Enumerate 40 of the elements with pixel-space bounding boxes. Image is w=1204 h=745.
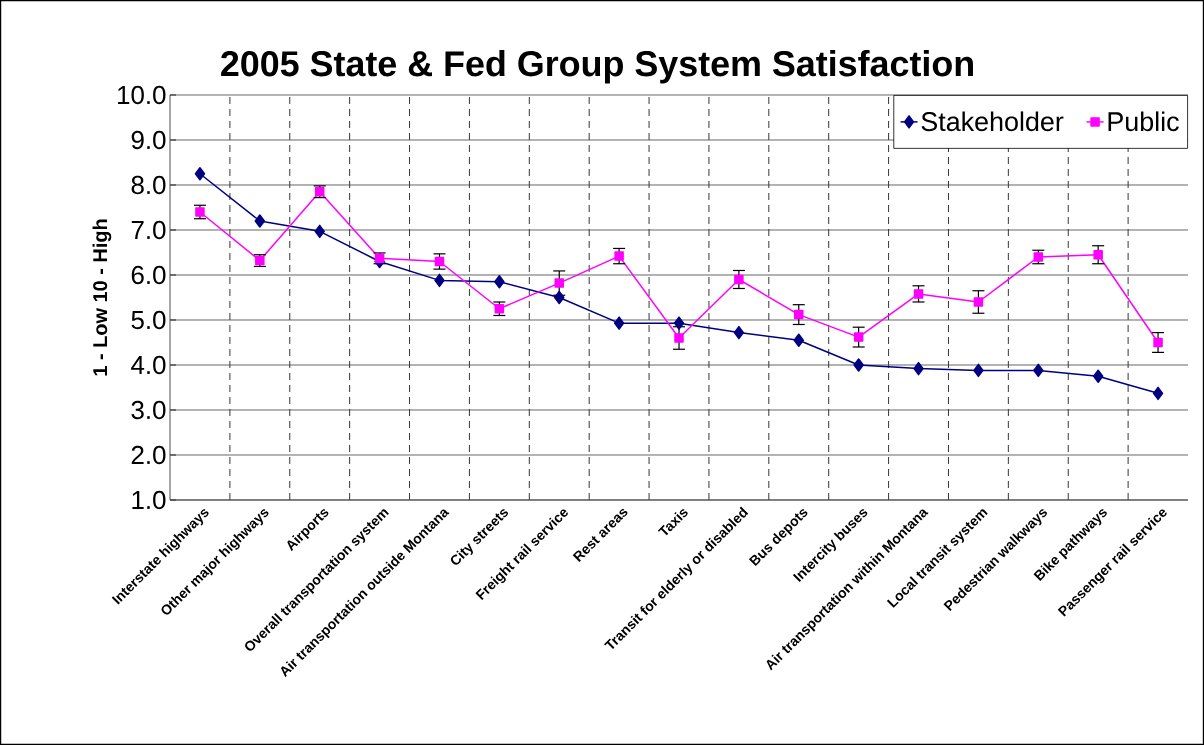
y-tick-label: 3.0 [131,400,166,420]
y-tick-label: 4.0 [131,355,166,375]
point [913,289,924,299]
y-tick-label: 7.0 [131,220,166,240]
point [973,363,984,378]
point [494,274,505,289]
point [674,333,684,343]
point [613,316,625,330]
point [1152,386,1164,401]
point [973,297,984,307]
point [314,224,325,239]
point [614,251,624,261]
point [853,332,864,342]
chart-title: 2005 State & Fed Group System Satisfaction [221,50,973,84]
point [853,358,864,372]
y-tick-label: 1.0 [132,490,166,510]
point [553,290,565,305]
point [434,273,445,288]
point [1093,249,1103,260]
point [554,278,564,288]
point [793,333,805,347]
point [1092,369,1104,383]
y-tick-label: 8.0 [131,175,166,195]
y-tick-label: 9.0 [131,130,166,150]
point [194,166,206,181]
y-axis-title: 1 - Low 10 - High [92,219,112,376]
y-tick-label: 5.0 [131,310,166,330]
point [254,214,266,228]
point [733,325,745,340]
point [1153,337,1163,348]
legend-label: Public [1108,111,1179,132]
y-tick-label: 10.0 [118,85,166,105]
point [673,316,685,330]
point [734,274,744,285]
y-tick-label: 2.0 [131,445,166,465]
point [913,361,924,376]
y-tick-label: 6.0 [131,265,166,285]
point [794,309,804,320]
point [1033,363,1044,378]
legend-label: Stakeholder [921,111,1064,132]
